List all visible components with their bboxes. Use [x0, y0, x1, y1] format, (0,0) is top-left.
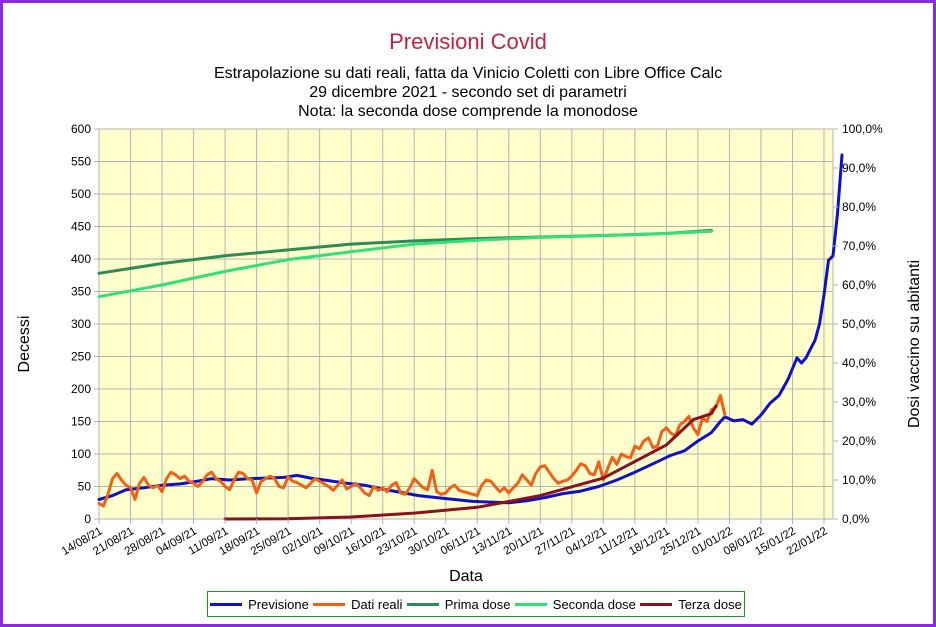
y-tick-label: 600: [71, 122, 91, 136]
y-tick-label: 550: [71, 155, 91, 169]
y2-tick-label: 30,0%: [842, 395, 876, 409]
y2-tick-label: 0,0%: [842, 512, 870, 526]
y-tick-label: 250: [71, 350, 91, 364]
y-tick-label: 500: [71, 187, 91, 201]
y-axis-label: Decessi: [16, 316, 33, 373]
y2-tick-label: 100,0%: [842, 122, 883, 136]
chart-legend: Previsione Dati reali Prima dose Seconda…: [207, 591, 745, 617]
y2-tick-label: 80,0%: [842, 200, 876, 214]
y-tick-label: 400: [71, 252, 91, 266]
legend-swatch-previsione: [210, 602, 243, 606]
y2-tick-label: 90,0%: [842, 161, 876, 175]
y2-tick-label: 70,0%: [842, 239, 876, 253]
y-tick-label: 100: [71, 447, 91, 461]
chart-subtitle-line-1: Estrapolazione su dati reali, fatta da V…: [213, 65, 723, 82]
series-line-dati-reali: [97, 394, 727, 508]
chart-subtitle-line-3: Nota: la seconda dose comprende la monod…: [298, 103, 638, 120]
y-tick-label: 200: [71, 382, 91, 396]
y-tick-label: 0: [84, 512, 91, 526]
legend-item-prima-dose: Prima dose: [406, 596, 511, 612]
legend-label-dati-reali: Dati reali: [351, 596, 403, 612]
y2-tick-label: 40,0%: [842, 356, 876, 370]
legend-swatch-dati-reali: [313, 602, 346, 606]
y2-tick-label: 60,0%: [842, 278, 876, 292]
legend-swatch-prima-dose: [406, 602, 439, 606]
y-tick-label: 150: [71, 415, 91, 429]
legend-item-dati-reali: Dati reali: [313, 597, 402, 612]
legend-swatch-seconda-dose: [514, 602, 547, 606]
series-line-seconda-dose: [97, 229, 713, 299]
legend-label-prima-dose: Prima dose: [444, 596, 511, 612]
legend-label-terza-dose: Terza dose: [678, 596, 742, 612]
legend-item-seconda-dose: Seconda dose: [514, 596, 636, 612]
x-axis-label: Data: [449, 568, 483, 585]
y2-tick-label: 50,0%: [842, 317, 876, 331]
chart-title: Previsioni Covid: [389, 29, 547, 54]
legend-item-previsione: Previsione: [210, 597, 309, 612]
y-tick-label: 50: [78, 480, 92, 494]
y2-tick-label: 20,0%: [842, 434, 876, 448]
legend-swatch-terza-dose: [640, 602, 673, 606]
y-tick-label: 350: [71, 285, 91, 299]
grid-lines: [98, 128, 833, 520]
chart-subtitle-line-2: 29 dicembre 2021 - secondo set di parame…: [309, 84, 627, 101]
y2-tick-label: 10,0%: [842, 473, 876, 487]
y-tick-label: 450: [71, 220, 91, 234]
series-line-terza-dose: [223, 404, 718, 521]
chart-plot: 0 50 100 150 200 250 300 350 400 450 500 550 600 0,0%…: [16, 122, 923, 585]
legend-item-terza-dose: Terza dose: [640, 597, 742, 612]
y-tick-label: 300: [71, 317, 91, 331]
legend-label-seconda-dose: Seconda dose: [552, 596, 636, 612]
legend-label-previsione: Previsione: [248, 596, 309, 612]
series-layer: [97, 153, 844, 521]
y2-axis-label: Dosi vaccino su abitanti: [906, 260, 923, 428]
